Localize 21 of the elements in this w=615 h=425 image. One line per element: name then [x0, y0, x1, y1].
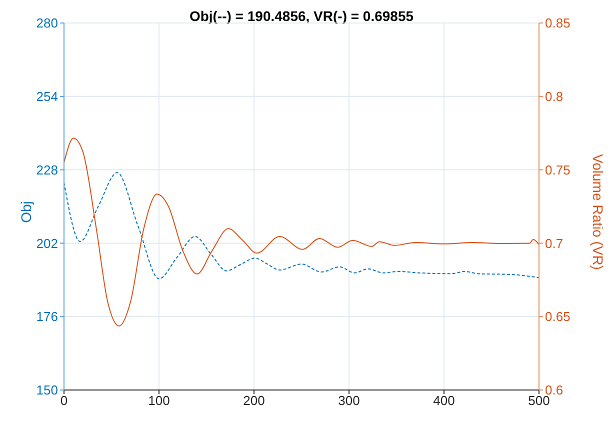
x-tick-label: 400 — [433, 393, 455, 408]
y-tick-label: 176 — [36, 309, 58, 324]
y2-tick-label: 0.8 — [545, 89, 564, 104]
y-tick-label: 202 — [36, 236, 58, 251]
y2-tick-label: 0.85 — [545, 16, 570, 31]
y2-tick-label: 0.75 — [545, 162, 570, 178]
y2-axis-title: Volume Ratio (VR) — [590, 153, 606, 272]
y-tick-label: 228 — [36, 162, 58, 178]
x-tick-label: 0 — [60, 393, 68, 408]
chart-title: Obj(--) = 190.4856, VR(-) = 0.69855 — [188, 8, 415, 24]
x-tick-label: 100 — [148, 393, 170, 408]
y-tick-label: 280 — [36, 16, 58, 31]
line-series — [64, 172, 539, 280]
y2-tick-label: 0.65 — [545, 309, 570, 324]
y-tick-label: 150 — [36, 382, 58, 398]
line-series — [64, 138, 539, 326]
y2-tick-label: 0.7 — [545, 236, 564, 251]
y-tick-label: 254 — [36, 89, 58, 104]
x-tick-label: 200 — [243, 393, 265, 408]
x-tick-label: 300 — [338, 393, 360, 408]
y-axis-title: Obj — [18, 200, 34, 225]
